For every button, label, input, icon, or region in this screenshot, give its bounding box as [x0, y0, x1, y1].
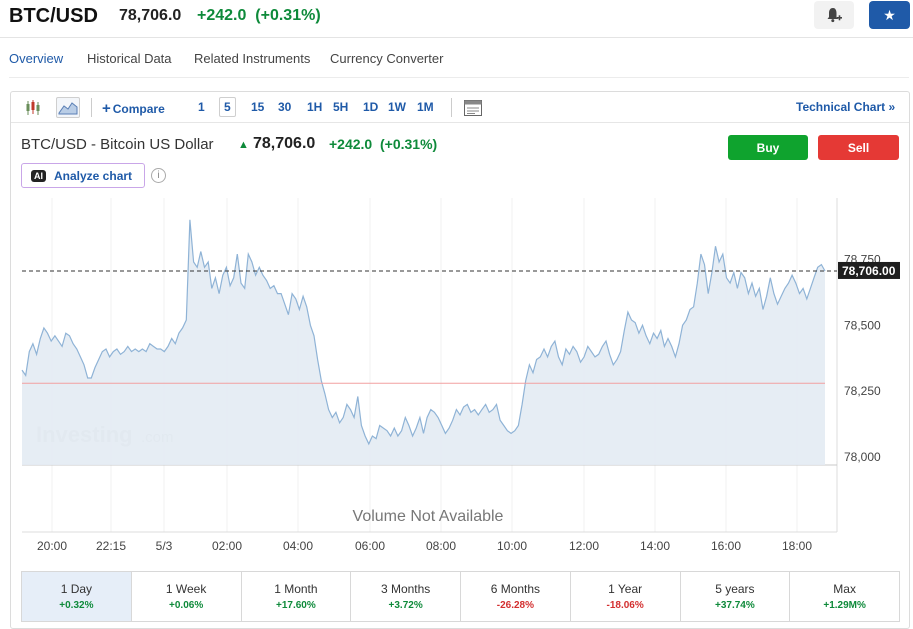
create-alert-button[interactable] — [814, 1, 854, 29]
chart-panel: + Compare 1 5 15 30 1H 5H 1D 1W 1M Techni… — [10, 91, 910, 629]
range-button[interactable]: 3 Months +3.72% — [351, 572, 461, 621]
sell-button[interactable]: Sell — [818, 135, 899, 160]
instrument-change: +242.0 (+0.31%) — [329, 136, 437, 152]
tab-overview[interactable]: Overview — [9, 51, 64, 66]
info-icon[interactable]: i — [151, 168, 166, 183]
tab-historical-data[interactable]: Historical Data — [87, 51, 172, 66]
header-change-pct: (+0.31%) — [255, 7, 321, 24]
x-tick-label: 06:00 — [355, 539, 385, 553]
instrument-price: 78,706.0 — [253, 135, 316, 152]
range-change-pct: +37.74% — [714, 600, 755, 611]
last-price-badge — [838, 261, 900, 279]
tab-currency-converter[interactable]: Currency Converter — [330, 51, 444, 66]
analyze-chart-label: Analyze chart — [54, 168, 133, 183]
instrument-nav: Overview Historical Data Related Instrum… — [0, 44, 913, 78]
y-tick-label: 78,000 — [844, 450, 881, 464]
interval-5[interactable]: 5 — [219, 97, 236, 117]
compare-button[interactable]: + Compare — [102, 100, 165, 117]
range-label: 5 years — [715, 582, 755, 596]
header-price: 78,706.0 — [119, 7, 182, 24]
toolbar-separator — [91, 98, 92, 117]
x-tick-label: 10:00 — [497, 539, 527, 553]
instrument-change-value: +242.0 — [329, 136, 373, 152]
instrument-change-pct: (+0.31%) — [380, 136, 438, 152]
price-area — [22, 219, 825, 465]
candlestick-icon[interactable] — [24, 99, 42, 117]
technical-chart-link[interactable]: Technical Chart » — [796, 100, 896, 114]
last-price-label: 78,706.00 — [842, 264, 896, 278]
analyze-chart-button[interactable]: AI Analyze chart — [21, 163, 145, 188]
range-label: 1 Year — [608, 582, 643, 596]
buy-button[interactable]: Buy — [728, 135, 808, 160]
range-label: 6 Months — [490, 582, 541, 596]
y-tick-label: 78,500 — [844, 318, 881, 332]
range-change-pct: +17.60% — [275, 600, 316, 611]
bell-plus-icon — [827, 8, 842, 23]
range-label: 1 Week — [165, 582, 207, 596]
chart-toolbar: + Compare 1 5 15 30 1H 5H 1D 1W 1M Techni… — [11, 92, 909, 123]
interval-1h[interactable]: 1H — [307, 100, 323, 114]
x-tick-label: 22:15 — [96, 539, 126, 553]
price-line — [21, 219, 826, 446]
range-button[interactable]: 6 Months -26.28% — [461, 572, 571, 621]
x-tick-label: 02:00 — [212, 539, 242, 553]
interval-15[interactable]: 15 — [251, 100, 265, 114]
interval-1m[interactable]: 1M — [417, 100, 434, 114]
volume-unavailable-text: Volume Not Available — [353, 508, 504, 525]
plus-icon: + — [102, 100, 111, 117]
range-button[interactable]: 1 Week +0.06% — [132, 572, 242, 621]
instrument-title: BTC/USD - Bitcoin US Dollar — [21, 136, 214, 153]
range-button[interactable]: 1 Month +17.60% — [242, 572, 352, 621]
x-tick-label: 16:00 — [711, 539, 741, 553]
x-tick-label: 5/3 — [156, 539, 173, 553]
y-tick-label: 78,250 — [844, 384, 881, 398]
arrow-up-icon: ▲ — [238, 139, 249, 151]
range-label: 3 Months — [380, 582, 431, 596]
interval-5h[interactable]: 5H — [333, 100, 349, 114]
toolbar-separator — [451, 98, 452, 117]
area-chart-icon — [58, 102, 78, 115]
compare-label: Compare — [112, 102, 165, 116]
price-chart[interactable]: Investing.com78,75078,50078,25078,00078,… — [11, 92, 909, 562]
x-tick-label: 04:00 — [283, 539, 313, 553]
symbol-title: BTC/USD — [9, 5, 98, 27]
add-to-watchlist-button[interactable]: ★ — [869, 1, 910, 29]
interval-1[interactable]: 1 — [198, 100, 205, 114]
x-tick-label: 12:00 — [569, 539, 599, 553]
range-label: 1 Day — [60, 582, 93, 596]
range-change-pct: +0.06% — [169, 600, 204, 611]
range-button[interactable]: 1 Day +0.32% — [22, 572, 132, 621]
star-icon: ★ — [883, 6, 896, 23]
x-tick-label: 14:00 — [640, 539, 670, 553]
interval-1d[interactable]: 1D — [363, 100, 379, 114]
x-tick-label: 18:00 — [782, 539, 812, 553]
range-change-pct: +1.29M% — [823, 600, 866, 611]
quote-header: BTC/USD 78,706.0 +242.0 (+0.31%) ★ — [0, 0, 913, 38]
range-button[interactable]: 5 years +37.74% — [681, 572, 791, 621]
x-tick-label: 08:00 — [426, 539, 456, 553]
time-range-selector: 1 Day +0.32% 1 Week +0.06% 1 Month +17.60% 3 M… — [21, 571, 900, 622]
indicators-icon[interactable] — [463, 98, 483, 118]
x-tick-label: 20:00 — [37, 539, 67, 553]
header-change: +242.0 (+0.31%) — [197, 7, 321, 25]
area-chart-toggle[interactable] — [56, 97, 80, 118]
range-label: Max — [833, 582, 856, 596]
header-change-value: +242.0 — [197, 7, 247, 24]
tab-related-instruments[interactable]: Related Instruments — [194, 51, 311, 66]
range-button[interactable]: 1 Year -18.06% — [571, 572, 681, 621]
ai-icon: AI — [31, 169, 46, 182]
nav-divider — [9, 77, 909, 78]
interval-30[interactable]: 30 — [278, 100, 292, 114]
range-change-pct: -26.28% — [496, 600, 534, 611]
range-change-pct: -18.06% — [606, 600, 644, 611]
range-change-pct: +0.32% — [59, 600, 94, 611]
range-change-pct: +3.72% — [388, 600, 423, 611]
range-button[interactable]: Max +1.29M% — [790, 572, 899, 621]
range-label: 1 Month — [274, 582, 318, 596]
interval-1w[interactable]: 1W — [388, 100, 406, 114]
